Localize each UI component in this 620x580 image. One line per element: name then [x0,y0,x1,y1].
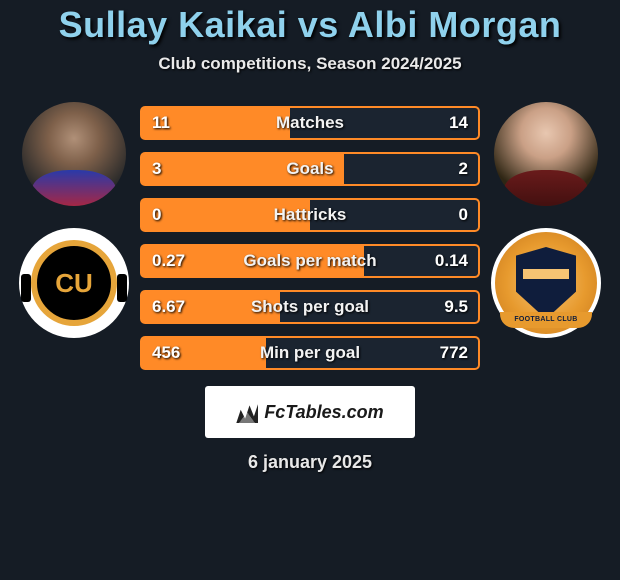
stat-bar: 3 Goals 2 [140,152,480,186]
stat-value-right: 772 [440,343,468,363]
stat-value-left: 456 [152,343,180,363]
stat-bar: 6.67 Shots per goal 9.5 [140,290,480,324]
club-right-crest: FOOTBALL CLUB [491,228,601,338]
stat-label: Shots per goal [251,297,369,317]
stat-bars: 11 Matches 14 3 Goals 2 0 Hattricks 0 0.27 Goals p… [140,106,480,370]
stat-value-left: 0 [152,205,161,225]
page-title: Sullay Kaikai vs Albi Morgan [0,4,620,46]
stat-value-right: 14 [449,113,468,133]
stat-value-right: 9.5 [444,297,468,317]
stat-bar: 456 Min per goal 772 [140,336,480,370]
stat-value-right: 2 [459,159,468,179]
stat-label: Hattricks [274,205,347,225]
brand-text: FcTables.com [264,402,383,423]
brand-badge[interactable]: FcTables.com [205,386,415,438]
right-column: FOOTBALL CLUB [492,102,600,338]
stat-value-left: 6.67 [152,297,185,317]
stat-bar: 11 Matches 14 [140,106,480,140]
stat-label: Goals per match [243,251,376,271]
player-left-avatar [22,102,126,206]
date-label: 6 january 2025 [0,452,620,473]
stat-bar: 0 Hattricks 0 [140,198,480,232]
player-right-avatar [494,102,598,206]
club-left-crest: CU [19,228,129,338]
brand-logo-icon [236,401,258,423]
stat-value-left: 3 [152,159,161,179]
stat-value-left: 0.27 [152,251,185,271]
stat-value-right: 0.14 [435,251,468,271]
stat-label: Goals [286,159,333,179]
stat-label: Matches [276,113,344,133]
subtitle: Club competitions, Season 2024/2025 [0,54,620,74]
left-column: CU [20,102,128,338]
stat-value-right: 0 [459,205,468,225]
stat-label: Min per goal [260,343,360,363]
stat-bar: 0.27 Goals per match 0.14 [140,244,480,278]
comparison-row: CU 11 Matches 14 3 Goals 2 0 Hattricks 0 0.27 Goal… [0,102,620,370]
stat-value-left: 11 [152,113,170,133]
club-right-ribbon: FOOTBALL CLUB [500,312,592,328]
